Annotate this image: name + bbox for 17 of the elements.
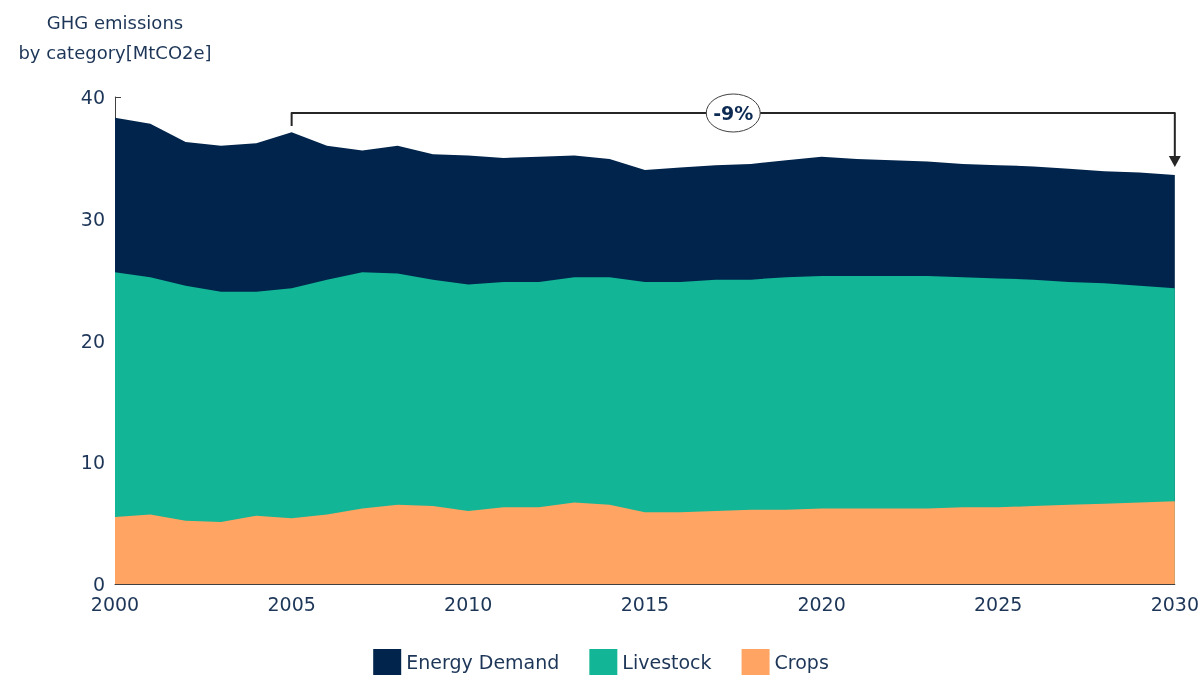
y-tick-label: 10 xyxy=(80,451,105,474)
y-axis-title: GHG emissions by category[MtCO2e] xyxy=(18,11,212,63)
legend-label: Livestock xyxy=(622,651,712,673)
x-tick-label: 2015 xyxy=(620,592,670,615)
x-tick-label: 2020 xyxy=(797,592,846,615)
legend-label: Energy Demand xyxy=(406,651,560,673)
x-tick-label: 2000 xyxy=(90,592,140,615)
x-tick-label: 2010 xyxy=(444,592,493,615)
y-tick-label: 40 xyxy=(80,86,105,108)
y-tick-label: 30 xyxy=(80,207,105,230)
y-tick-label: 0 xyxy=(92,573,105,595)
x-tick-label: 2030 xyxy=(1150,592,1199,615)
y-tick-label: 20 xyxy=(80,329,105,352)
x-tick-label: 2025 xyxy=(974,592,1023,615)
x-tick-label: 2005 xyxy=(267,592,316,615)
legend-label: Crops xyxy=(774,651,829,673)
annotation: -9% xyxy=(713,102,754,124)
